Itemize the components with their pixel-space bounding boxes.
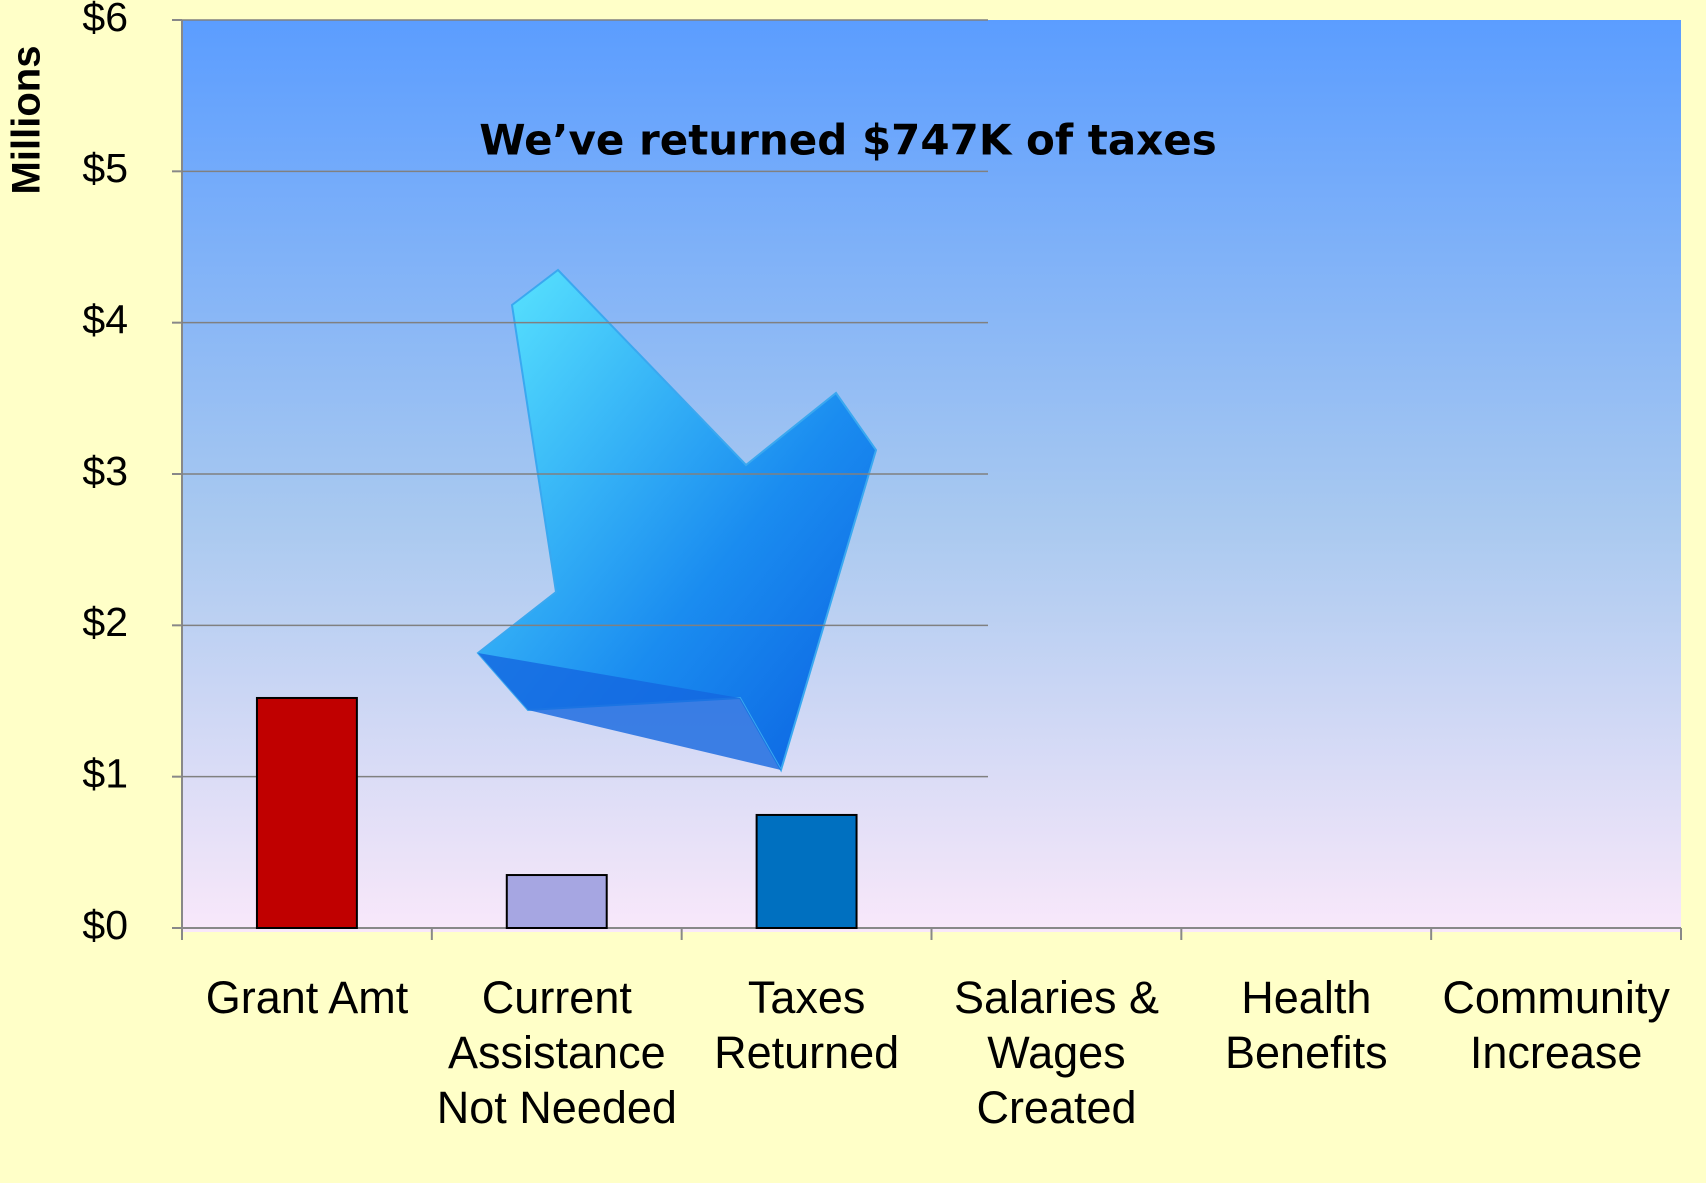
x-tick-label: Health Benefits bbox=[1181, 970, 1431, 1080]
x-tick-label: Salaries & Wages Created bbox=[932, 970, 1182, 1135]
y-tick-label: $6 bbox=[82, 0, 128, 40]
bar bbox=[757, 815, 857, 928]
x-tick-label: Taxes Returned bbox=[682, 970, 932, 1080]
x-tick-label: Grant Amt bbox=[182, 970, 432, 1025]
y-tick-label: $0 bbox=[82, 902, 128, 948]
y-tick-label: $4 bbox=[82, 296, 128, 342]
x-tick-label: Community Increase bbox=[1431, 970, 1681, 1080]
y-tick-label: $2 bbox=[82, 599, 128, 645]
page: Millions We’ve returned $747K of taxes $… bbox=[0, 0, 1706, 1183]
y-tick-label: $1 bbox=[82, 750, 128, 796]
bar bbox=[507, 875, 607, 928]
y-tick-label: $3 bbox=[82, 448, 128, 494]
annotation: We’ve returned $747K of taxes bbox=[479, 116, 1217, 165]
y-axis-label: Millions bbox=[5, 46, 49, 195]
y-tick-label: $5 bbox=[82, 145, 128, 191]
bar bbox=[257, 698, 357, 928]
x-tick-label: Current Assistance Not Needed bbox=[432, 970, 682, 1135]
